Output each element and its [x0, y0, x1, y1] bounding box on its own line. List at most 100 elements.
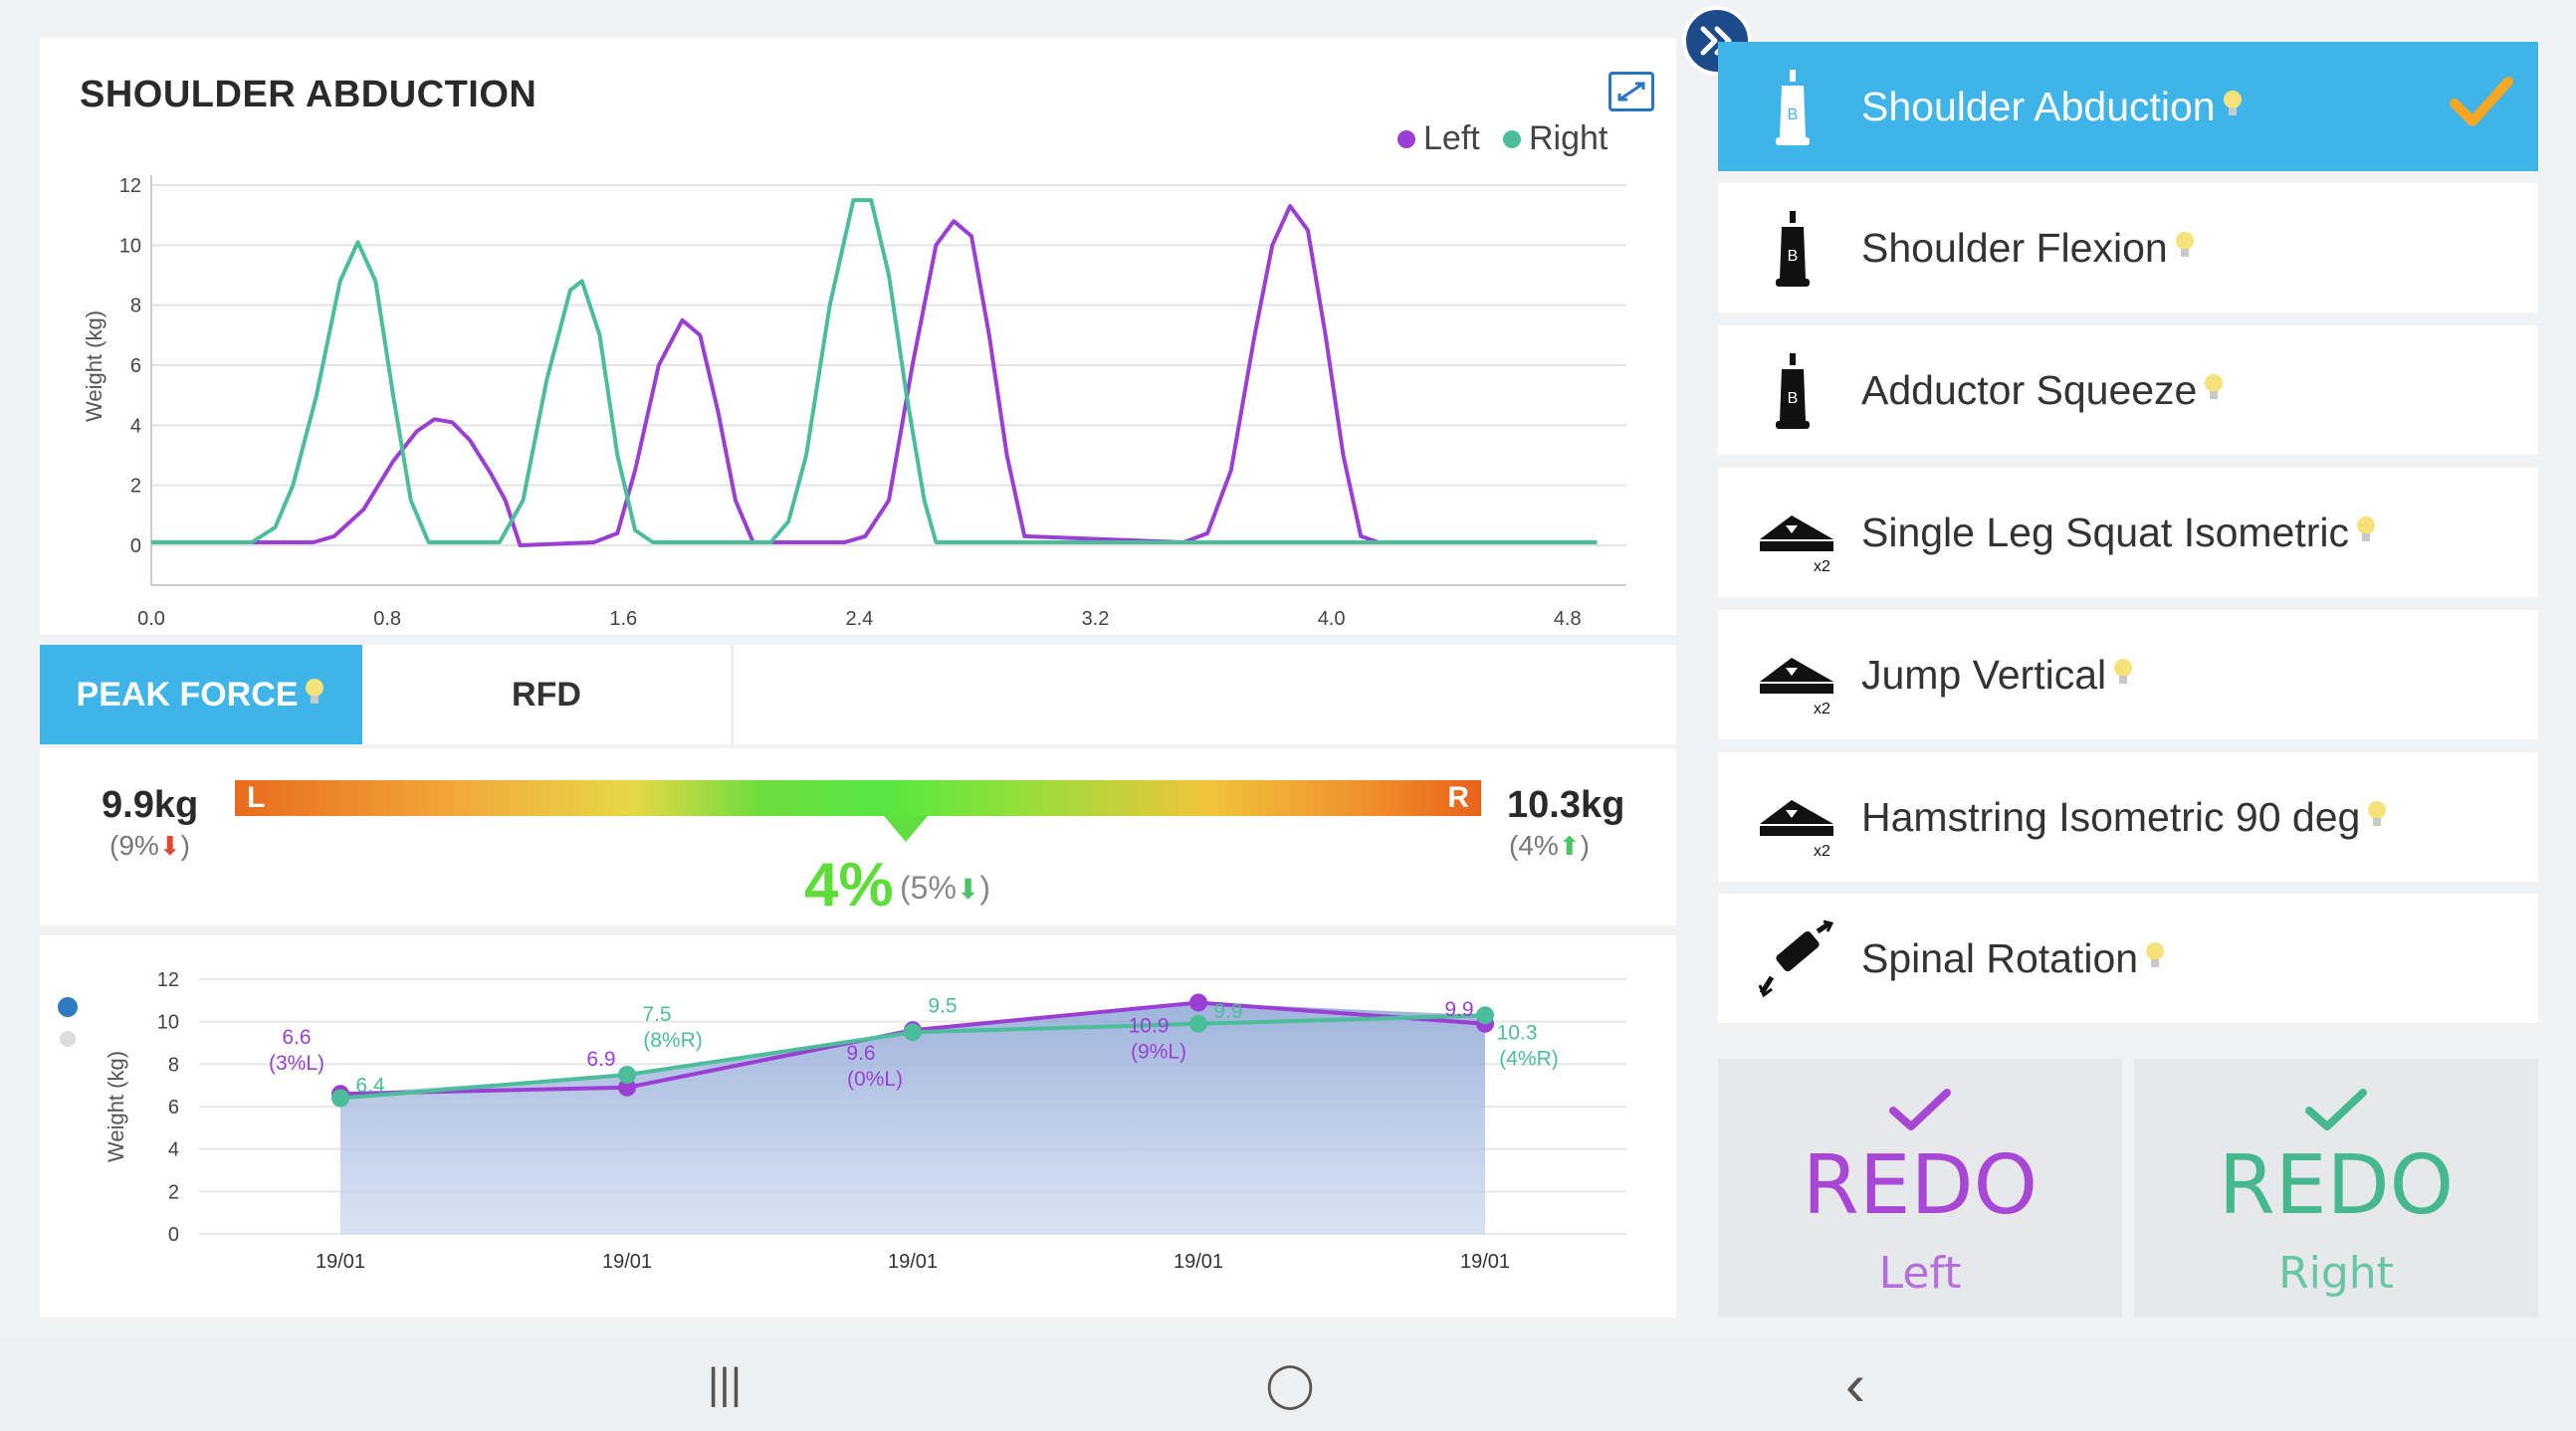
- exercise-shoulder-flexion[interactable]: B Shoulder Flexion: [1718, 183, 2538, 312]
- point-sublabel-left: (3%L): [269, 1052, 324, 1075]
- asymmetry-change-text: (5%: [900, 870, 957, 906]
- exercise-spinal-rotation[interactable]: Spinal Rotation: [1718, 894, 2538, 1023]
- dynamometer-icon: B: [1776, 211, 1810, 287]
- point-label-right: 10.3: [1497, 1021, 1538, 1044]
- check-icon: [2450, 77, 2513, 126]
- back-icon[interactable]: ‹: [1845, 1350, 1865, 1418]
- force-plate-icon: x2: [1760, 658, 1833, 717]
- y-tick-label: 0: [168, 1224, 179, 1246]
- exercise-shoulder-abduction[interactable]: B Shoulder Abduction: [1718, 42, 2538, 171]
- history-point: [1476, 1006, 1494, 1025]
- x-tick-label: 19/01: [602, 1251, 652, 1273]
- point-label-left: 6.9: [586, 1048, 615, 1071]
- right-peak-value: 10.3kg: [1507, 784, 1625, 826]
- exercise-label-text: Shoulder Abduction: [1861, 83, 2216, 129]
- left-change-text: (9%: [109, 830, 159, 861]
- redo-left-label: REDO: [1802, 1138, 2039, 1233]
- tab-peak-force[interactable]: PEAK FORCE: [40, 645, 362, 744]
- tab-rfd-label: RFD: [512, 675, 581, 714]
- asymmetry-bar: L R: [235, 780, 1481, 816]
- right-change-close: ): [1580, 830, 1590, 861]
- lightbulb-icon[interactable]: [2222, 90, 2244, 119]
- legend-left-label: Left: [1423, 119, 1480, 157]
- svg-text:B: B: [1788, 106, 1799, 123]
- right-change-text: (4%: [1509, 830, 1559, 861]
- force-plate-icon: x2: [1760, 515, 1833, 575]
- lightbulb-icon[interactable]: [2203, 373, 2225, 403]
- exercise-label-text: Hamstring Isometric 90 deg: [1861, 793, 2361, 840]
- lightbulb-icon[interactable]: [2144, 941, 2166, 971]
- x-tick-label: 2.4: [845, 608, 873, 630]
- tab-rfd[interactable]: RFD: [362, 645, 731, 744]
- exercise-label-text: Single Leg Squat Isometric: [1861, 509, 2349, 555]
- x-tick-label: 0.0: [137, 608, 165, 630]
- tab-peak-force-label: PEAK FORCE: [76, 675, 299, 714]
- exercise-adductor-squeeze[interactable]: B Adductor Squeeze: [1718, 325, 2538, 455]
- force-curve-chart: Weight (kg) 0 2 4 6 8 10 12 0.0 0.8 1.6 2.4 3.2 4.0 4…: [82, 175, 1626, 630]
- series-toggle-inactive[interactable]: [60, 1031, 76, 1047]
- point-label-right: 9.9: [1213, 1000, 1242, 1023]
- exercise-single-leg-squat-isometric[interactable]: x2 Single Leg Squat Isometric: [1718, 468, 2538, 597]
- history-panel: Weight (kg) 0 2 4 6 8 10 12 19/01 19/01 19/01 19/0…: [40, 935, 1676, 1318]
- check-icon: [1889, 1089, 1951, 1130]
- y-tick-label: 4: [130, 415, 141, 437]
- asymmetry-pointer: [884, 816, 928, 842]
- lightbulb-icon[interactable]: [304, 678, 325, 708]
- redo-left-button[interactable]: REDO Left: [1718, 1059, 2122, 1318]
- x-tick-label: 0.8: [373, 608, 401, 630]
- arrow-down-icon: ⬇: [956, 874, 980, 905]
- point-label-right: 7.5: [642, 1003, 671, 1026]
- exercise-jump-vertical[interactable]: x2 Jump Vertical: [1718, 610, 2538, 739]
- exercise-label-text: Shoulder Flexion: [1861, 224, 2168, 271]
- redo-left-side: Left: [1878, 1248, 1962, 1299]
- point-label-right: 9.5: [928, 994, 957, 1017]
- exercise-label: Shoulder Abduction: [1861, 42, 2244, 171]
- legend-left-swatch: [1397, 129, 1415, 148]
- expand-icon[interactable]: [1609, 72, 1654, 111]
- history-point: [618, 1066, 636, 1084]
- y-tick-label: 4: [168, 1139, 179, 1161]
- lightbulb-icon[interactable]: [2355, 515, 2377, 545]
- y-tick-label: 2: [130, 476, 141, 498]
- rotation-device-icon: [1758, 920, 1834, 998]
- point-label-left: 9.6: [846, 1042, 875, 1065]
- series-toggle-active[interactable]: [58, 997, 78, 1017]
- lightbulb-icon[interactable]: [2174, 231, 2196, 261]
- history-y-axis-label: Weight (kg): [104, 1051, 128, 1162]
- redo-right-button[interactable]: REDO Right: [2134, 1059, 2538, 1318]
- x-tick-label: 3.2: [1082, 608, 1110, 630]
- system-nav-bar: ||| ◯ ‹: [0, 1337, 2576, 1431]
- y-tick-label: 0: [130, 535, 141, 557]
- redo-right-label: REDO: [2218, 1138, 2455, 1233]
- exercise-label: Hamstring Isometric 90 deg: [1861, 752, 2388, 882]
- point-label-right: 6.4: [355, 1074, 385, 1097]
- collapse-sidebar-button[interactable]: [1682, 6, 1752, 76]
- y-tick-label: 8: [130, 296, 141, 317]
- history-point: [618, 1078, 636, 1097]
- series-line-left: [151, 204, 1598, 547]
- lightbulb-icon[interactable]: [2366, 800, 2388, 830]
- exercise-hamstring-isometric-90-deg[interactable]: x2 Hamstring Isometric 90 deg: [1718, 752, 2538, 882]
- history-point: [904, 1023, 922, 1042]
- x-tick-label: 1.6: [609, 608, 637, 630]
- force-plate-icon: x2: [1760, 800, 1833, 860]
- exercise-label: Jump Vertical: [1861, 610, 2134, 739]
- history-point: [1189, 1014, 1207, 1033]
- home-icon[interactable]: ◯: [1265, 1359, 1315, 1409]
- asymmetry-percent: 4%: [804, 851, 894, 920]
- point-label-left: 10.9: [1129, 1014, 1170, 1037]
- left-peak-value: 9.9kg: [102, 784, 199, 826]
- x-tick-label: 19/01: [888, 1251, 938, 1273]
- x-tick-label: 19/01: [316, 1251, 365, 1273]
- lightbulb-icon[interactable]: [2112, 658, 2134, 688]
- exercise-label: Single Leg Squat Isometric: [1861, 468, 2377, 597]
- left-change-close: ): [180, 830, 190, 861]
- series-line-right: [151, 198, 1598, 544]
- exercise-label: Spinal Rotation: [1861, 894, 2166, 1023]
- left-change: (9%⬇): [109, 830, 190, 862]
- exercise-label-text: Spinal Rotation: [1861, 934, 2139, 981]
- legend-right: Right: [1503, 119, 1608, 158]
- recents-icon[interactable]: |||: [707, 1359, 743, 1408]
- exercise-label: Adductor Squeeze: [1861, 325, 2225, 455]
- x-tick-label: 4.8: [1554, 608, 1582, 630]
